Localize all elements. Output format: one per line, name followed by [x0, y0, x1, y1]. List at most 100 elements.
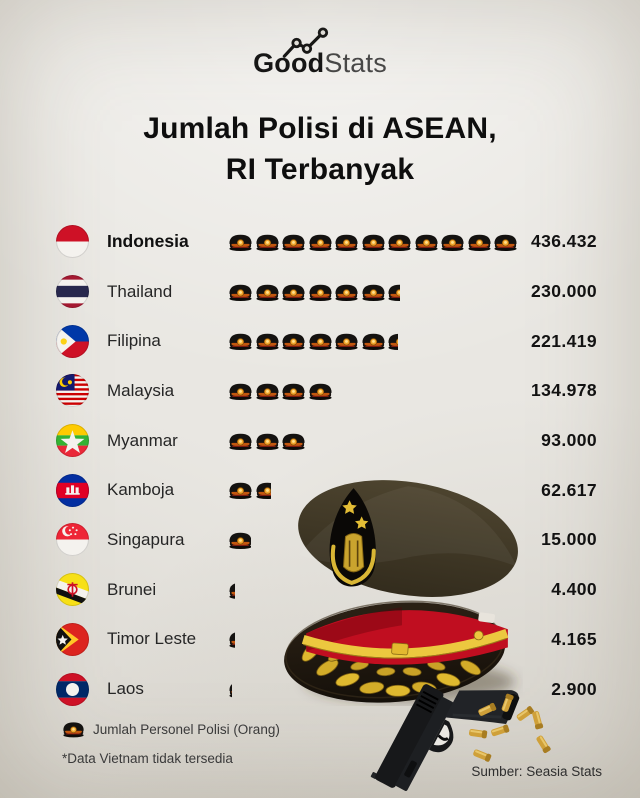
logo-word-stats: Stats	[324, 48, 387, 78]
pictogram-chart: Indonesia	[56, 217, 597, 714]
police-cap-icon	[281, 331, 306, 351]
cap-pictogram	[228, 282, 400, 302]
cap-pictogram	[228, 431, 306, 451]
police-cap-icon	[308, 282, 333, 302]
flag-timor-icon	[56, 622, 89, 656]
police-cap-icon	[255, 431, 280, 451]
country-label: Timor Leste	[107, 629, 197, 649]
country-label: Malaysia	[107, 380, 175, 400]
cap-pictogram	[228, 679, 232, 699]
bullet-icon	[491, 724, 510, 737]
bullet-icon	[516, 706, 534, 721]
police-cap-icon	[361, 331, 386, 351]
police-cap-icon	[308, 381, 333, 401]
cap-pictogram	[228, 580, 235, 600]
bullet-icon	[536, 735, 551, 754]
bullet-icon	[468, 729, 488, 739]
bullet-icon	[473, 749, 492, 762]
police-cap-partial-icon	[387, 282, 400, 302]
police-cap-icon	[281, 282, 306, 302]
police-cap-icon	[228, 381, 253, 401]
chart-row: Laos 2.900	[56, 664, 597, 714]
chart-row: Timor Leste 4.165	[56, 615, 597, 665]
chart-row: Indonesia	[56, 217, 597, 267]
value-label: 134.978	[530, 380, 597, 401]
goodstats-logo-text: GoodStats	[253, 27, 387, 79]
legend-label: Jumlah Personel Polisi (Orang)	[93, 722, 280, 737]
country-label: Singapura	[107, 529, 185, 549]
cap-pictogram	[228, 381, 333, 401]
police-cap-partial-icon	[255, 480, 271, 500]
police-cap-icon	[255, 331, 280, 351]
police-cap-icon	[334, 232, 359, 252]
police-cap-icon	[281, 431, 306, 451]
legend: Jumlah Personel Polisi (Orang)	[62, 720, 280, 739]
flag-brunei-icon	[56, 573, 89, 607]
police-cap-icon	[414, 232, 439, 252]
handgun-image	[370, 684, 520, 791]
value-label: 93.000	[541, 430, 597, 451]
chart-row: Thailand	[56, 267, 597, 317]
chart-row: Kamboja 62.617	[56, 465, 597, 515]
police-cap-icon	[228, 282, 253, 302]
flag-malaysia-icon	[56, 374, 89, 408]
police-cap-partial-icon	[228, 629, 235, 649]
police-cap-icon	[228, 232, 253, 252]
chart-row: Brunei 4.400	[56, 565, 597, 615]
police-cap-icon	[228, 331, 253, 351]
police-cap-icon	[387, 232, 412, 252]
value-label: 221.419	[530, 330, 597, 351]
police-cap-icon	[308, 232, 333, 252]
flag-myanmar-icon	[56, 424, 89, 458]
title-line-1: Jumlah Polisi di ASEAN,	[143, 112, 497, 145]
chart-row: Malaysia 134.978	[56, 366, 597, 416]
cap-pictogram	[228, 232, 518, 252]
cap-pictogram	[228, 480, 271, 500]
police-cap-icon	[334, 331, 359, 351]
police-cap-icon	[281, 232, 306, 252]
country-label: Filipina	[107, 331, 161, 351]
flag-singapura-icon	[56, 523, 89, 557]
police-cap-icon	[440, 232, 465, 252]
value-label: 15.000	[541, 529, 597, 550]
police-cap-partial-icon	[228, 580, 235, 600]
police-cap-icon	[467, 232, 492, 252]
value-label: 230.000	[530, 281, 597, 302]
country-label: Kamboja	[107, 480, 175, 500]
flag-indonesia-icon	[56, 225, 89, 259]
page-title: Jumlah Polisi di ASEAN, RI Terbanyak	[0, 108, 640, 190]
value-label: 436.432	[530, 231, 597, 252]
country-label: Laos	[107, 679, 144, 699]
bullet-icon	[532, 710, 544, 730]
police-cap-partial-icon	[228, 679, 232, 699]
police-cap-icon	[228, 480, 253, 500]
police-cap-icon	[281, 381, 306, 401]
chart-row: Myanmar 93.000	[56, 416, 597, 466]
police-cap-icon	[255, 381, 280, 401]
police-cap-icon	[255, 282, 280, 302]
police-cap-icon	[361, 232, 386, 252]
trend-line-icon	[282, 27, 329, 58]
flag-kamboja-icon	[56, 473, 89, 507]
chart-row: Singapura 15.000	[56, 515, 597, 565]
police-cap-partial-icon	[387, 331, 398, 351]
title-line-2: RI Terbanyak	[225, 153, 415, 186]
police-cap-icon	[228, 431, 253, 451]
value-label: 62.617	[541, 479, 597, 500]
flag-filipina-icon	[56, 324, 89, 358]
value-label: 4.165	[551, 628, 597, 649]
country-label: Indonesia	[107, 231, 189, 252]
cap-pictogram	[228, 629, 235, 649]
police-cap-image	[284, 480, 518, 703]
country-label: Myanmar	[107, 430, 178, 450]
police-cap-partial-icon	[228, 530, 251, 550]
bullet-icon	[501, 693, 514, 712]
cap-pictogram	[228, 331, 398, 351]
police-cap-icon	[62, 720, 85, 739]
police-cap-icon	[493, 232, 518, 252]
police-cap-icon	[308, 331, 333, 351]
chart-row: Filipina	[56, 316, 597, 366]
value-label: 4.400	[551, 579, 597, 600]
flag-thailand-icon	[56, 275, 89, 309]
